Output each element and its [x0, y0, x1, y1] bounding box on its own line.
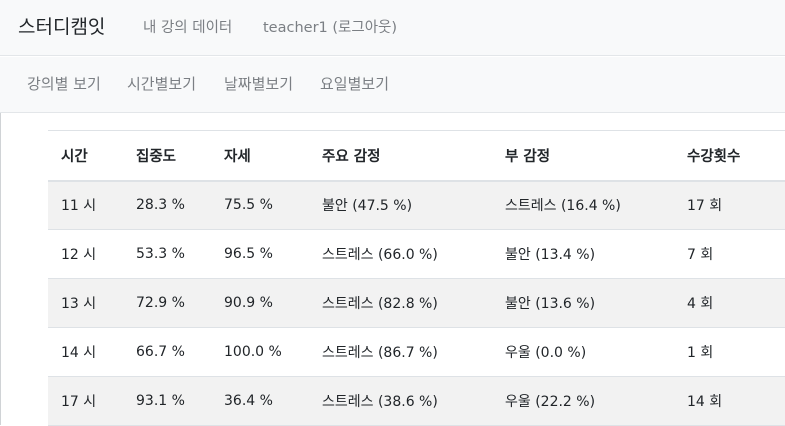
left-border: [0, 113, 1, 425]
table-row: 14 시 66.7 % 100.0 % 스트레스 (86.7 %) 우울 (0.…: [48, 328, 785, 377]
cell-concentration: 53.3 %: [136, 246, 185, 262]
cell-time: 13 시: [61, 296, 97, 312]
header-time: 시간: [61, 148, 88, 165]
cell-main-emotion: 스트레스 (66.0 %): [322, 247, 438, 263]
cell-posture: 90.9 %: [224, 295, 273, 311]
nav-my-lecture-data[interactable]: 내 강의 데이터: [143, 20, 233, 36]
cell-attendance-count: 7 회: [687, 247, 714, 263]
cell-time: 12 시: [61, 247, 97, 263]
header-attendance-count: 수강횟수: [687, 148, 741, 165]
stats-table-container: 시간 집중도 자세 주요 감정 부 감정 수강횟수 11 시 28.3 % 75…: [48, 130, 785, 426]
cell-concentration: 93.1 %: [136, 393, 185, 409]
cell-concentration: 66.7 %: [136, 344, 185, 360]
subnav-by-lecture[interactable]: 강의별 보기: [27, 75, 101, 93]
view-mode-nav: 강의별 보기 시간별보기 날짜별보기 요일별보기: [0, 57, 785, 113]
cell-attendance-count: 14 회: [687, 394, 723, 410]
cell-concentration: 28.3 %: [136, 197, 185, 214]
cell-sub-emotion: 우울 (0.0 %): [505, 345, 587, 361]
cell-sub-emotion: 스트레스 (16.4 %): [505, 198, 621, 215]
cell-posture: 96.5 %: [224, 246, 273, 262]
brand-logo[interactable]: 스터디캠잇: [18, 16, 106, 38]
cell-main-emotion: 스트레스 (82.8 %): [322, 296, 438, 312]
subnav-by-weekday[interactable]: 요일별보기: [320, 75, 390, 93]
header-main-emotion: 주요 감정: [322, 148, 381, 165]
table-body: 11 시 28.3 % 75.5 % 불안 (47.5 %) 스트레스 (16.…: [48, 180, 785, 426]
table-header: 시간 집중도 자세 주요 감정 부 감정 수강횟수: [48, 130, 785, 181]
cell-sub-emotion: 우울 (22.2 %): [505, 394, 596, 410]
table-row: 17 시 93.1 % 36.4 % 스트레스 (38.6 %) 우울 (22.…: [48, 376, 785, 426]
cell-time: 11 시: [61, 198, 97, 215]
table-row: 11 시 28.3 % 75.5 % 불안 (47.5 %) 스트레스 (16.…: [48, 180, 785, 230]
cell-attendance-count: 1 회: [687, 345, 714, 361]
nav-logout[interactable]: teacher1 (로그아웃): [263, 20, 398, 36]
header-posture: 자세: [224, 148, 251, 165]
header-sub-emotion: 부 감정: [505, 148, 551, 165]
cell-concentration: 72.9 %: [136, 295, 185, 311]
table-row: 12 시 53.3 % 96.5 % 스트레스 (66.0 %) 불안 (13.…: [48, 230, 785, 279]
cell-main-emotion: 스트레스 (38.6 %): [322, 394, 438, 410]
cell-attendance-count: 4 회: [687, 296, 714, 312]
cell-main-emotion: 스트레스 (86.7 %): [322, 345, 438, 361]
hourly-stats-table: 시간 집중도 자세 주요 감정 부 감정 수강횟수 11 시 28.3 % 75…: [48, 130, 785, 426]
top-navbar: 스터디캠잇 내 강의 데이터 teacher1 (로그아웃): [0, 0, 785, 56]
cell-attendance-count: 17 회: [687, 198, 723, 215]
cell-posture: 100.0 %: [224, 344, 282, 360]
cell-posture: 36.4 %: [224, 393, 273, 409]
subnav-by-date[interactable]: 날짜별보기: [224, 75, 294, 93]
cell-sub-emotion: 불안 (13.6 %): [505, 296, 596, 312]
table-header-row: 시간 집중도 자세 주요 감정 부 감정 수강횟수: [48, 130, 785, 181]
subnav-by-time[interactable]: 시간별보기: [127, 75, 197, 93]
cell-posture: 75.5 %: [224, 197, 273, 214]
cell-main-emotion: 불안 (47.5 %): [322, 198, 413, 215]
table-row: 13 시 72.9 % 90.9 % 스트레스 (82.8 %) 불안 (13.…: [48, 278, 785, 328]
cell-time: 17 시: [61, 394, 97, 410]
cell-time: 14 시: [61, 345, 97, 361]
header-concentration: 집중도: [136, 148, 177, 165]
cell-sub-emotion: 불안 (13.4 %): [505, 247, 596, 263]
